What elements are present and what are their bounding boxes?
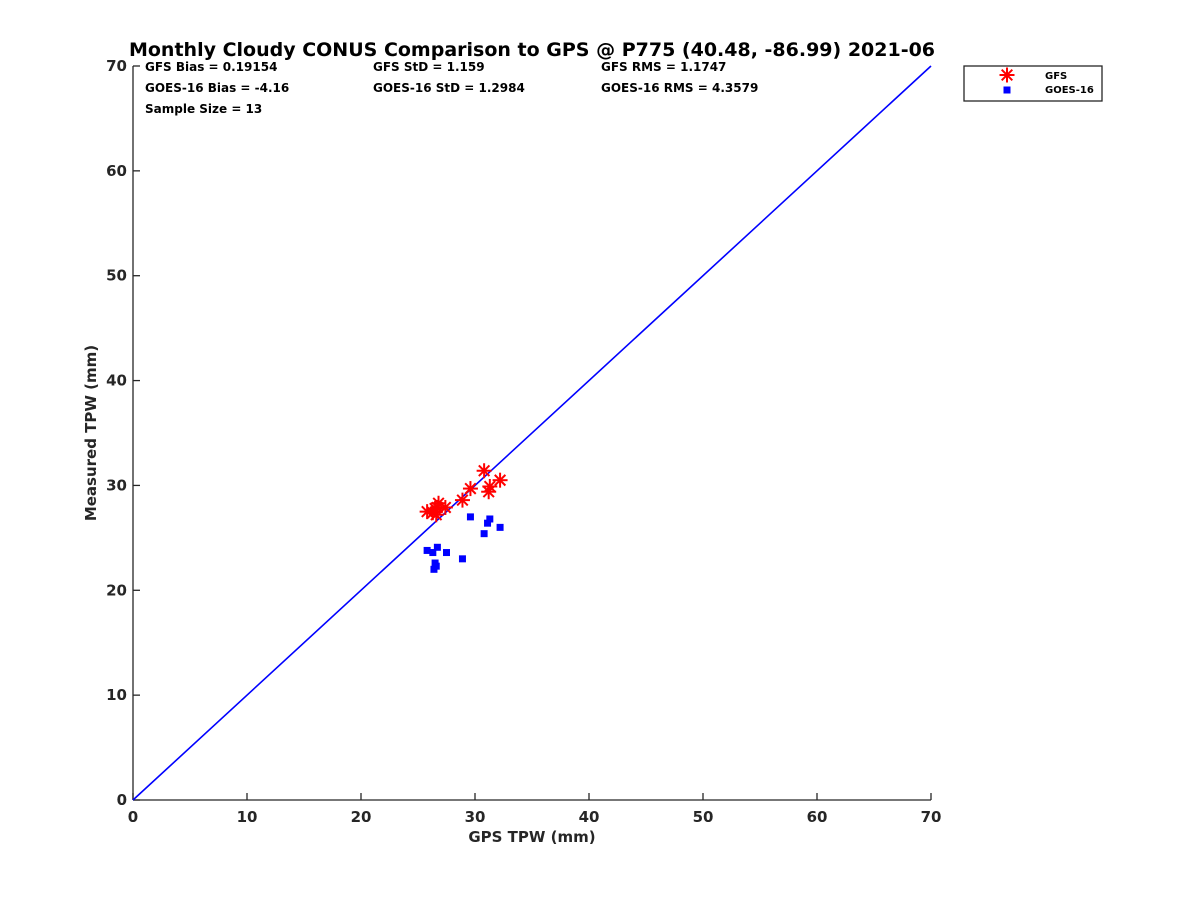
goes16-point <box>486 515 494 523</box>
goes16-point <box>432 562 440 570</box>
goes16-point <box>443 549 450 557</box>
gfs-point <box>476 463 492 479</box>
y-tick-label: 70 <box>106 57 127 75</box>
gfs-point <box>454 492 470 508</box>
y-tick-label: 0 <box>117 791 127 809</box>
legend-goes-marker <box>1003 86 1011 94</box>
data-marks <box>419 463 508 573</box>
y-tick-label: 60 <box>106 162 127 180</box>
one-to-one-reference-line <box>132 65 932 801</box>
y-tick-label: 20 <box>106 581 127 599</box>
x-tick-label: 40 <box>579 808 600 826</box>
legend: GFS GOES-16 <box>963 65 1103 102</box>
goes-rms-stat: GOES-16 RMS = 4.3579 <box>601 81 758 95</box>
goes16-point <box>480 530 488 538</box>
goes16-point <box>484 519 492 527</box>
gfs-point <box>462 481 478 497</box>
ticks: 0 10 20 30 40 50 60 70 0 10 20 30 40 50 60 70 <box>106 57 941 826</box>
chart-title: Monthly Cloudy CONUS Comparison to GPS @… <box>129 39 935 61</box>
goes16-point <box>458 555 466 563</box>
stats-block: GFS Bias = 0.19154 GOES-16 Bias = -4.16 … <box>145 60 758 116</box>
x-tick-label: 20 <box>351 808 372 826</box>
y-tick-label: 40 <box>106 372 127 390</box>
gfs-rms-stat: GFS RMS = 1.1747 <box>601 60 726 74</box>
x-tick-label: 0 <box>128 808 138 826</box>
y-tick-label: 30 <box>106 476 127 494</box>
y-axis-label: Measured TPW (mm) <box>82 345 100 521</box>
legend-goes-square <box>1003 86 1011 94</box>
x-tick-label: 60 <box>807 808 828 826</box>
goes16-point <box>466 513 474 521</box>
legend-gfs-marker <box>999 67 1015 83</box>
sample-size-stat: Sample Size = 13 <box>145 102 262 116</box>
goes-bias-stat: GOES-16 Bias = -4.16 <box>145 81 289 95</box>
goes16-point <box>496 523 504 531</box>
goes16-point <box>433 543 441 551</box>
gfs-bias-stat: GFS Bias = 0.19154 <box>145 60 277 74</box>
x-tick-label: 50 <box>693 808 714 826</box>
gfs-point <box>492 472 508 488</box>
x-axis-label: GPS TPW (mm) <box>468 828 595 846</box>
x-tick-label: 70 <box>921 808 942 826</box>
gfs-point <box>482 478 498 494</box>
y-tick-label: 50 <box>106 267 127 285</box>
legend-box <box>963 65 1103 102</box>
goes-std-stat: GOES-16 StD = 1.2984 <box>373 81 525 95</box>
goes16-point <box>429 549 437 557</box>
legend-gfs-label: GFS <box>1045 71 1067 82</box>
x-tick-label: 30 <box>465 808 486 826</box>
axes <box>132 66 931 801</box>
legend-gfs-asterisk <box>999 67 1015 83</box>
y-tick-label: 10 <box>106 686 127 704</box>
legend-goes-label: GOES-16 <box>1045 85 1094 96</box>
x-tick-label: 10 <box>237 808 258 826</box>
gfs-std-stat: GFS StD = 1.159 <box>373 60 485 74</box>
gfs-point <box>437 499 453 515</box>
goes16-point <box>423 546 431 554</box>
